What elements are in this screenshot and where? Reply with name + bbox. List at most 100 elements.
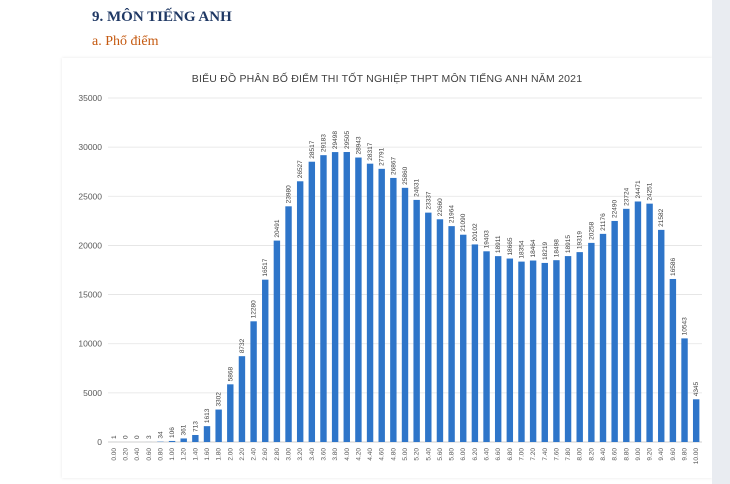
x-tick-label: 3.40 xyxy=(309,448,316,461)
data-label: 18464 xyxy=(530,239,537,257)
x-tick-label: 0.20 xyxy=(122,448,129,461)
bar xyxy=(576,252,583,442)
x-tick-label: 8.80 xyxy=(623,448,630,461)
bar xyxy=(599,233,607,442)
data-label: 21090 xyxy=(460,213,467,231)
x-tick-label: 5.80 xyxy=(449,448,456,461)
x-tick-label: 6.80 xyxy=(507,448,514,461)
x-tick-label: 9.40 xyxy=(658,448,665,461)
bar xyxy=(296,181,304,442)
bar xyxy=(541,262,548,442)
bar xyxy=(168,440,176,442)
data-label: 3 xyxy=(146,435,153,439)
data-label: 28517 xyxy=(309,140,316,158)
data-label: 12280 xyxy=(251,300,258,318)
x-tick-label: 1.00 xyxy=(169,448,176,461)
bar xyxy=(250,321,257,442)
x-axis-labels: 0.00 0.20 0.40 0.60 0.80 1.00 1.20 1.40 1.60 1.80… xyxy=(111,448,700,465)
bar xyxy=(215,409,222,442)
chart-frame: BIỂU ĐỒ PHÂN BỐ ĐIỂM THI TỐT NGHIỆP THPT… xyxy=(62,58,712,478)
data-label: 26867 xyxy=(390,156,397,174)
data-label: 26527 xyxy=(297,160,304,178)
bar xyxy=(425,212,432,442)
bar xyxy=(460,234,467,442)
bar xyxy=(308,161,316,442)
bar xyxy=(331,152,339,442)
data-label: 1613 xyxy=(204,408,211,423)
x-tick-label: 9.60 xyxy=(670,448,677,461)
data-label: 713 xyxy=(192,421,199,432)
x-tick-label: 4.60 xyxy=(379,448,386,461)
data-label: 23724 xyxy=(623,187,630,205)
bar xyxy=(180,438,187,442)
x-tick-label: 3.60 xyxy=(320,448,327,461)
data-label: 19403 xyxy=(484,230,491,248)
data-label: 4345 xyxy=(693,381,700,396)
x-tick-label: 7.40 xyxy=(542,448,549,461)
x-tick-label: 8.00 xyxy=(577,448,584,461)
data-label: 23980 xyxy=(286,185,293,203)
data-label: 3302 xyxy=(216,392,223,407)
data-label: 21964 xyxy=(449,205,456,223)
data-label: 21176 xyxy=(600,213,607,231)
x-tick-label: 8.60 xyxy=(612,448,619,461)
data-label: 34 xyxy=(157,431,164,439)
x-tick-label: 6.00 xyxy=(460,448,467,461)
bar xyxy=(634,201,642,442)
x-tick-label: 5.00 xyxy=(402,448,409,461)
data-label: 24251 xyxy=(647,182,654,200)
data-label: 23337 xyxy=(425,191,432,209)
bar xyxy=(355,157,362,442)
x-tick-label: 10.00 xyxy=(693,448,700,465)
section-heading: 9. MÔN TIẾNG ANH xyxy=(92,9,232,25)
bar xyxy=(285,206,292,442)
x-tick-label: 0.80 xyxy=(157,448,164,461)
bar xyxy=(448,226,455,442)
bar xyxy=(413,199,420,442)
x-tick-label: 4.00 xyxy=(344,448,351,461)
data-label: 16517 xyxy=(262,258,269,276)
bar xyxy=(343,152,350,442)
x-tick-label: 6.60 xyxy=(495,448,502,461)
x-tick-label: 0.00 xyxy=(111,448,118,461)
bar xyxy=(390,177,397,442)
data-label: 29498 xyxy=(332,131,339,149)
chart-title: BIỂU ĐỒ PHÂN BỐ ĐIỂM THI TỐT NGHIỆP THPT… xyxy=(192,71,583,85)
bar xyxy=(273,240,281,442)
bar xyxy=(262,279,269,442)
x-tick-label: 7.20 xyxy=(530,448,537,461)
x-tick-label: 5.40 xyxy=(425,448,432,461)
data-label: 18354 xyxy=(518,240,525,258)
x-tick-label: 4.80 xyxy=(390,448,397,461)
x-tick-label: 2.80 xyxy=(274,448,281,461)
bar xyxy=(378,168,385,442)
x-tick-label: 6.20 xyxy=(472,448,479,461)
y-tick-label: 30000 xyxy=(78,142,102,152)
x-tick-label: 0.60 xyxy=(146,448,153,461)
y-tick-label: 25000 xyxy=(78,191,102,201)
data-label: 0 xyxy=(122,435,129,439)
x-tick-label: 8.20 xyxy=(588,448,595,461)
data-label: 10543 xyxy=(682,317,689,335)
x-tick-label: 1.60 xyxy=(204,448,211,461)
x-tick-label: 1.80 xyxy=(216,448,223,461)
x-tick-label: 4.40 xyxy=(367,448,374,461)
bar xyxy=(564,256,572,442)
y-tick-label: 0 xyxy=(97,437,102,447)
y-tick-label: 10000 xyxy=(78,339,102,349)
data-label: 18498 xyxy=(553,239,560,257)
x-tick-label: 9.80 xyxy=(682,448,689,461)
x-tick-label: 2.60 xyxy=(262,448,269,461)
bar xyxy=(611,220,618,442)
x-tick-label: 2.40 xyxy=(251,448,258,461)
score-distribution-chart: BIỂU ĐỒ PHÂN BỐ ĐIỂM THI TỐT NGHIỆP THPT… xyxy=(78,71,702,465)
data-label: 18665 xyxy=(507,237,514,255)
bar xyxy=(658,229,665,442)
data-label: 27791 xyxy=(379,147,386,165)
data-label: 24471 xyxy=(635,180,642,198)
data-label: 18911 xyxy=(495,235,502,253)
x-tick-label: 3.00 xyxy=(286,448,293,461)
x-tick-label: 2.20 xyxy=(239,448,246,461)
x-tick-label: 3.20 xyxy=(297,448,304,461)
x-tick-label: 3.80 xyxy=(332,448,339,461)
